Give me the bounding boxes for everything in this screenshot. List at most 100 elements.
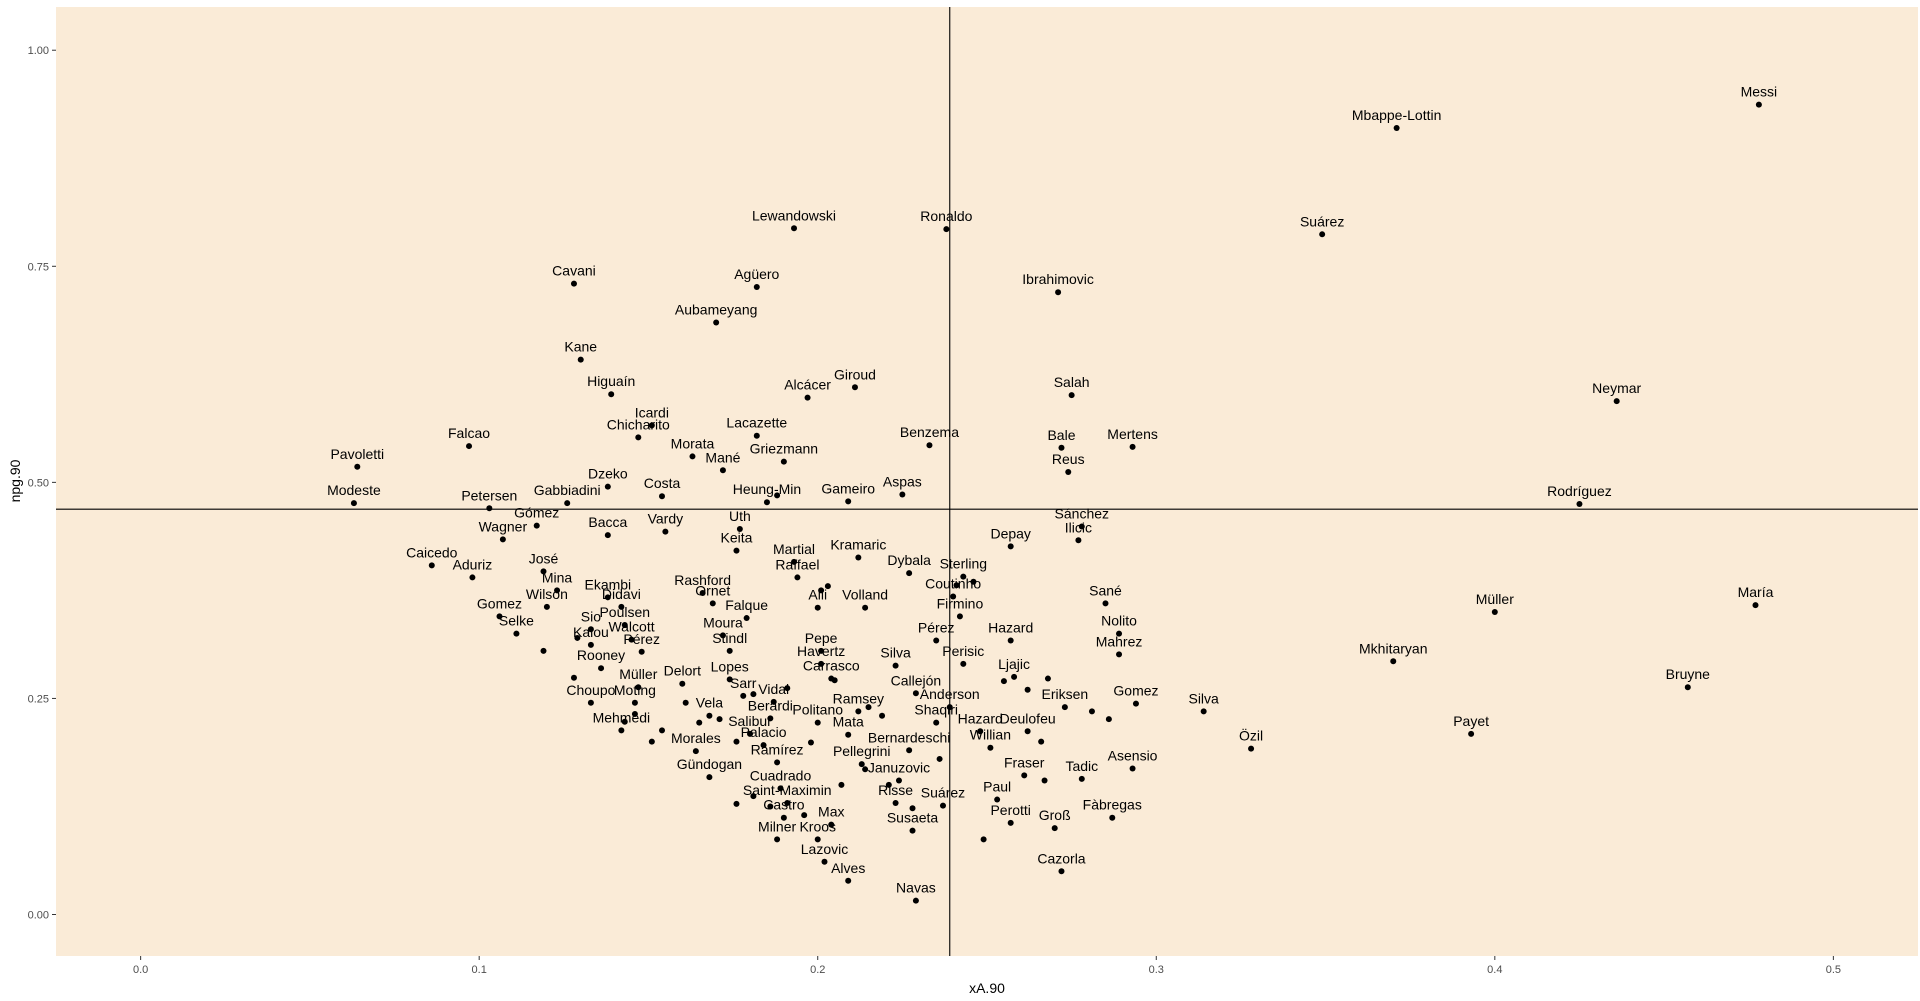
point-label: Mina bbox=[542, 569, 573, 585]
point-label: Vidal bbox=[758, 681, 789, 697]
point-label: Nolito bbox=[1101, 613, 1137, 629]
point-label: Salah bbox=[1054, 374, 1090, 390]
point-label: Kalou bbox=[573, 624, 609, 640]
data-point bbox=[496, 613, 503, 620]
point-label: Mkhitaryan bbox=[1359, 640, 1427, 656]
data-point bbox=[1393, 125, 1400, 132]
data-point bbox=[638, 648, 645, 655]
data-point bbox=[892, 800, 899, 807]
point-label: Hazard bbox=[958, 710, 1003, 726]
point-label: Selke bbox=[499, 613, 534, 629]
point-label: Gómez bbox=[514, 505, 559, 521]
data-point bbox=[354, 463, 361, 470]
point-label: Ljajic bbox=[998, 656, 1030, 672]
point-label: Didavi bbox=[602, 586, 641, 602]
data-point bbox=[814, 604, 821, 611]
data-point bbox=[604, 483, 611, 490]
point-label: Deulofeu bbox=[1000, 710, 1056, 726]
point-label: Pepe bbox=[805, 630, 838, 646]
point-label: Kroos bbox=[799, 818, 836, 834]
point-label: Walcott bbox=[608, 619, 654, 635]
point-label: Raffael bbox=[775, 556, 819, 572]
data-point bbox=[682, 699, 689, 706]
data-point bbox=[750, 691, 757, 698]
data-point bbox=[1078, 523, 1085, 530]
point-label: Pérez bbox=[623, 631, 660, 647]
data-point bbox=[977, 728, 984, 735]
data-point bbox=[818, 647, 825, 654]
data-point bbox=[466, 443, 473, 450]
data-point bbox=[970, 578, 977, 585]
data-point bbox=[1021, 772, 1028, 779]
data-point bbox=[1116, 651, 1123, 658]
y-axis-title: npg.90 bbox=[7, 459, 23, 502]
data-point bbox=[1000, 678, 1007, 685]
data-point bbox=[899, 491, 906, 498]
data-point bbox=[1105, 716, 1112, 723]
point-label: Müller bbox=[1476, 591, 1514, 607]
point-label: Morata bbox=[671, 435, 715, 451]
data-point bbox=[513, 630, 520, 637]
y-tick-label: 0.75 bbox=[28, 261, 49, 273]
point-label: Costa bbox=[644, 475, 681, 491]
point-label: Giroud bbox=[834, 366, 876, 382]
point-label: Firmino bbox=[937, 595, 984, 611]
data-point bbox=[1109, 814, 1116, 821]
point-label: Perotti bbox=[990, 802, 1030, 818]
data-point bbox=[1088, 708, 1095, 715]
point-label: Alli bbox=[808, 587, 827, 603]
data-point bbox=[824, 583, 831, 590]
point-label: Choupo bbox=[566, 682, 615, 698]
data-point bbox=[574, 634, 581, 641]
point-label: Griezmann bbox=[750, 441, 818, 457]
point-label: Palacio bbox=[741, 724, 787, 740]
point-label: Fraser bbox=[1004, 754, 1045, 770]
data-point bbox=[845, 731, 852, 738]
data-point bbox=[587, 641, 594, 648]
data-point bbox=[733, 800, 740, 807]
point-label: Ronaldo bbox=[920, 208, 972, 224]
point-label: Poulsen bbox=[599, 604, 650, 620]
point-label: Dzeko bbox=[588, 466, 628, 482]
y-tick-label: 1.00 bbox=[28, 45, 49, 57]
data-point bbox=[587, 626, 594, 633]
data-point bbox=[726, 647, 733, 654]
data-point bbox=[831, 677, 838, 684]
point-label: Shaqiri bbox=[914, 702, 958, 718]
data-point bbox=[540, 568, 547, 575]
data-point bbox=[543, 603, 550, 610]
data-point bbox=[780, 458, 787, 465]
data-point bbox=[926, 442, 933, 449]
data-point bbox=[733, 547, 740, 554]
data-point bbox=[533, 522, 540, 529]
data-point bbox=[1061, 704, 1068, 711]
point-label: Coutinho bbox=[925, 575, 981, 591]
point-label: Reus bbox=[1052, 451, 1085, 467]
data-point bbox=[564, 500, 571, 507]
data-point bbox=[956, 613, 963, 620]
point-label: Salibur bbox=[728, 713, 772, 729]
x-tick-label: 0.5 bbox=[1826, 964, 1841, 976]
point-label: Stindl bbox=[712, 630, 747, 646]
point-label: Suárez bbox=[1300, 213, 1344, 229]
data-point bbox=[858, 761, 865, 768]
data-point bbox=[960, 573, 967, 580]
data-point bbox=[1752, 602, 1759, 609]
point-label: Mbappe-Lottin bbox=[1352, 107, 1442, 123]
point-labels: Messi Mbappe-Lottin Suárez Neymar Rodríguez M… bbox=[327, 84, 1777, 896]
point-label: Pérez bbox=[918, 620, 955, 636]
data-points bbox=[350, 101, 1762, 904]
point-label: Silva bbox=[1188, 690, 1219, 706]
point-label: Modeste bbox=[327, 482, 381, 498]
data-point bbox=[1075, 537, 1082, 544]
data-point bbox=[760, 742, 767, 749]
point-label: Kramaric bbox=[830, 537, 886, 553]
point-label: Saint-Maximin bbox=[743, 782, 832, 798]
data-point bbox=[892, 662, 899, 669]
point-label: Bruyne bbox=[1666, 666, 1711, 682]
point-label: Bernardeschi bbox=[868, 729, 951, 745]
data-point bbox=[598, 665, 605, 672]
point-label: Caicedo bbox=[406, 544, 458, 560]
point-label: Neymar bbox=[1592, 380, 1641, 396]
y-tick-label: 0.25 bbox=[28, 693, 49, 705]
